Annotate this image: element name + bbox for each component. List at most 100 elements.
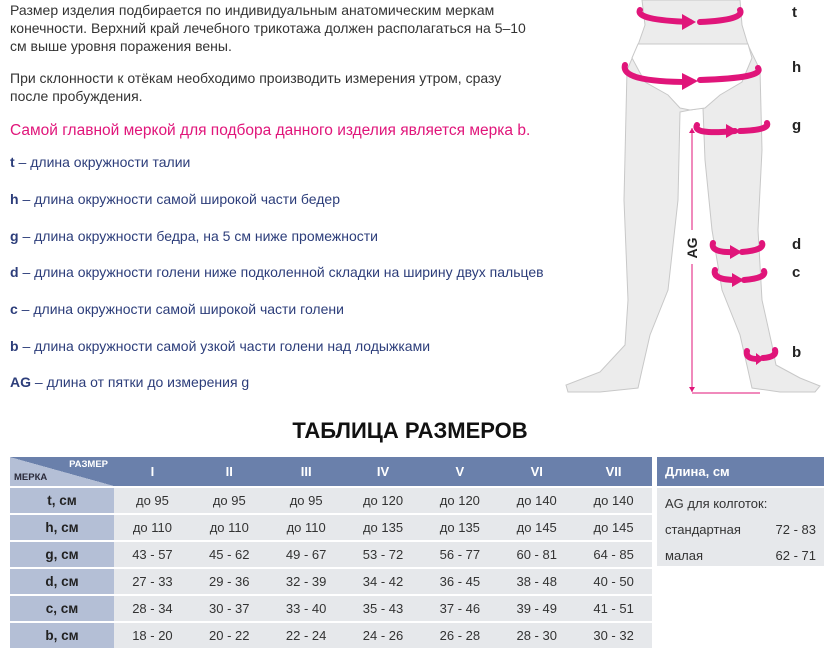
table-cell: 49 - 67 [267, 542, 345, 567]
row-label: c, см [10, 596, 114, 621]
table-row: t, см до 95 до 95 до 95 до 120 до 120 до 140 до… [10, 488, 653, 513]
table-cell: до 120 [421, 488, 499, 513]
table-cell: 39 - 49 [498, 596, 576, 621]
table-cell: до 135 [344, 515, 422, 540]
table-cell: 45 - 62 [190, 542, 268, 567]
table-cell: 43 - 57 [114, 542, 191, 567]
definition-key: c [10, 301, 18, 317]
label-c: c [792, 264, 801, 281]
definition-h: h – длина окружности самой широкой части… [10, 190, 340, 209]
table-cell: 41 - 51 [575, 596, 653, 621]
table-cell: 35 - 43 [344, 596, 422, 621]
label-g: g [792, 117, 802, 134]
table-cell: 22 - 24 [267, 623, 345, 648]
definition-text: – длина окружности самой широкой части г… [17, 301, 344, 317]
table-row: g, см 43 - 57 45 - 62 49 - 67 53 - 72 56 - 77… [10, 542, 653, 567]
table-cell: 27 - 33 [114, 569, 191, 594]
definition-text: – длина окружности талии [14, 154, 191, 170]
ag-label: AG [684, 237, 700, 258]
definition-key: AG [10, 374, 31, 390]
table-cell: до 135 [421, 515, 499, 540]
definition-key: t [10, 154, 15, 170]
table-cell: до 140 [575, 488, 653, 513]
definition-d: d – длина окружности голени ниже подколе… [10, 263, 544, 282]
table-cell: 53 - 72 [344, 542, 422, 567]
table-cell: 29 - 36 [190, 569, 268, 594]
size-header: VII [605, 464, 622, 479]
table-cell: 36 - 45 [421, 569, 499, 594]
table-cell: до 95 [190, 488, 268, 513]
definition-text: – длина окружности самой узкой части гол… [18, 338, 431, 354]
length-table: Длина, см AG для колготок: стандартная 72… [657, 457, 824, 566]
definition-ag: AG – длина от пятки до измерения g [10, 373, 249, 392]
table-cell: 33 - 40 [267, 596, 345, 621]
table-title: ТАБЛИЦА РАЗМЕРОВ [292, 418, 528, 443]
label-d: d [792, 236, 802, 253]
table-cell: 64 - 85 [575, 542, 653, 567]
highlight-text: Самой главной меркой для подбора данного… [10, 122, 531, 139]
size-header: IV [376, 464, 390, 479]
row-label: b, см [10, 623, 114, 648]
length-row: малая 62 - 71 [665, 543, 816, 569]
definition-text: – длина от пятки до измерения g [31, 374, 250, 390]
corner-size-label: РАЗМЕР [69, 459, 108, 470]
size-header: V [455, 464, 465, 479]
table-cell: 26 - 28 [421, 623, 499, 648]
table-cell: 60 - 81 [498, 542, 576, 567]
intro-text: см выше уровня поражения вены. [10, 38, 232, 54]
table-cell: до 145 [575, 515, 653, 540]
intro-text: конечности. Верхний край лечебного трико… [10, 20, 526, 36]
size-header: I [150, 464, 155, 479]
definition-text: – длина окружности бедра, на 5 см ниже п… [18, 228, 378, 244]
table-cell: 30 - 37 [190, 596, 268, 621]
size-header: III [300, 464, 312, 479]
size-header: II [225, 464, 233, 479]
row-label: d, см [10, 569, 114, 594]
table-cell: до 145 [498, 515, 576, 540]
intro-text: Размер изделия подбирается по индивидуал… [10, 2, 495, 18]
table-row: b, см 18 - 20 20 - 22 22 - 24 24 - 26 26 - 28… [10, 623, 653, 648]
label-t: t [792, 4, 797, 21]
table-cell: до 110 [190, 515, 268, 540]
table-row: h, см до 110 до 110 до 110 до 135 до 135 до 14… [10, 515, 653, 540]
length-name: малая [665, 548, 704, 563]
label-h: h [792, 59, 802, 76]
definition-key: h [10, 191, 19, 207]
intro-text: При склонности к отёкам необходимо произ… [10, 70, 502, 86]
table-cell: 24 - 26 [344, 623, 422, 648]
table-cell: 18 - 20 [114, 623, 191, 648]
definition-c: c – длина окружности самой широкой части… [10, 300, 344, 319]
table-cell: 37 - 46 [421, 596, 499, 621]
table-row: d, см 27 - 33 29 - 36 32 - 39 34 - 42 36 - 45… [10, 569, 653, 594]
leg-diagram: AG [565, 0, 821, 394]
table-cell: до 110 [267, 515, 345, 540]
table-cell: 28 - 34 [114, 596, 191, 621]
length-name: стандартная [665, 522, 741, 537]
table-cell: 32 - 39 [267, 569, 345, 594]
table-cell: 30 - 32 [575, 623, 653, 648]
length-subtitle: AG для колготок: [665, 496, 768, 511]
definition-text: – длина окружности самой широкой части б… [18, 191, 340, 207]
table-cell: 38 - 48 [498, 569, 576, 594]
table-header: РАЗМЕР МЕРКА I II III IV V VI VII [10, 457, 652, 486]
definition-g: g – длина окружности бедра, на 5 см ниже… [10, 227, 378, 246]
table-cell: 34 - 42 [344, 569, 422, 594]
table-cell: 40 - 50 [575, 569, 653, 594]
definition-b: b – длина окружности самой узкой части г… [10, 337, 430, 356]
definition-text: – длина окружности голени ниже подколенн… [18, 264, 544, 280]
table-cell: 56 - 77 [421, 542, 499, 567]
table-cell: до 110 [114, 515, 191, 540]
row-label: g, см [10, 542, 114, 567]
table-cell: 28 - 30 [498, 623, 576, 648]
size-table: РАЗМЕР МЕРКА I II III IV V VI VII t, см до 95 до… [10, 457, 653, 650]
size-header: VI [530, 464, 543, 479]
row-label: h, см [10, 515, 114, 540]
table-cell: до 95 [114, 488, 191, 513]
length-value: 72 - 83 [775, 522, 816, 537]
label-b: b [792, 344, 802, 361]
corner-cell: РАЗМЕР МЕРКА [10, 457, 114, 486]
definition-key: b [10, 338, 19, 354]
definition-t: t – длина окружности талии [10, 153, 190, 172]
length-body: AG для колготок: стандартная 72 - 83 мала… [657, 488, 824, 566]
row-label: t, см [10, 488, 114, 513]
